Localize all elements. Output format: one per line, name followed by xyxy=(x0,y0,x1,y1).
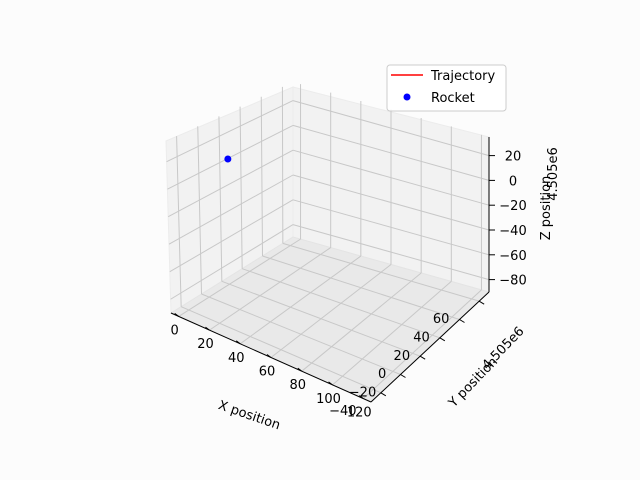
y-grid-floor xyxy=(221,280,421,357)
y-tick-label: 40 xyxy=(413,331,430,346)
z-tick-label: 0 xyxy=(509,174,517,189)
z-grid-back xyxy=(292,149,490,206)
z-tick-label: −40 xyxy=(499,224,526,239)
z-grid-back xyxy=(292,199,490,256)
z-tick-label: 20 xyxy=(505,150,522,165)
rocket-point xyxy=(224,155,232,163)
z-grid-back xyxy=(292,174,490,231)
legend-rocket-swatch xyxy=(403,93,411,101)
y-tick-mark xyxy=(419,355,426,360)
x-grid-floor xyxy=(178,238,301,317)
x-grid-floor xyxy=(301,272,422,372)
data-series xyxy=(224,155,232,163)
x-tick-label: 100 xyxy=(316,392,341,407)
legend: Trajectory Rocket xyxy=(386,64,507,112)
z-grid-back xyxy=(292,100,490,157)
y-grid-left xyxy=(239,106,243,269)
y-grid-left xyxy=(197,126,202,295)
axis-lines xyxy=(170,137,495,403)
y-tick-label: −40 xyxy=(329,404,356,419)
legend-trajectory-label: Trajectory xyxy=(430,69,495,84)
legend-box xyxy=(386,64,507,112)
y-tick-label: 20 xyxy=(394,349,411,364)
x-grid-floor xyxy=(209,247,331,331)
y-tick-mark xyxy=(400,374,406,378)
y-offset-label: 4.505e6 xyxy=(480,324,528,373)
y-grid-floor xyxy=(242,268,440,339)
x-tick-label: 60 xyxy=(259,365,276,380)
x-tick-label: 40 xyxy=(228,351,245,366)
grid-lines xyxy=(166,84,490,399)
y-grid-floor xyxy=(201,293,401,375)
y-grid-floor xyxy=(180,306,382,394)
y-tick-mark xyxy=(478,300,485,305)
y-tick-label: 0 xyxy=(378,367,386,382)
y-tick-label: −20 xyxy=(349,386,376,401)
x-tick-label: 0 xyxy=(171,323,179,338)
x-grid-floor xyxy=(270,264,392,358)
y-tick-mark xyxy=(439,337,446,342)
x-grid-floor xyxy=(239,255,362,345)
x-tick-label: 80 xyxy=(289,378,306,393)
y-grid-floor xyxy=(282,242,480,302)
z-tick-label: −20 xyxy=(499,199,526,214)
x-axis-line xyxy=(170,312,372,403)
y-grid-left xyxy=(218,116,223,282)
y-tick-mark xyxy=(380,392,387,397)
y-grid-left xyxy=(176,136,182,307)
y-grid-left xyxy=(260,96,263,257)
z-grid-left xyxy=(170,224,294,300)
z-grid-left xyxy=(166,100,294,163)
y-tick-mark xyxy=(459,319,465,323)
x-tick-label: 20 xyxy=(197,337,214,352)
y-grid-floor xyxy=(262,255,460,320)
y-axis-line xyxy=(370,291,490,403)
y-tick-label: 60 xyxy=(433,312,450,327)
z-grid-left xyxy=(167,149,294,218)
z-tick-label: −80 xyxy=(499,274,526,289)
legend-rocket-label: Rocket xyxy=(431,91,475,106)
x-tick-label: 120 xyxy=(347,406,372,421)
z-axis-label: Z position xyxy=(539,176,554,241)
x-axis-label: X position xyxy=(216,398,282,433)
z-grid-back xyxy=(292,124,490,181)
z-tick-label: −60 xyxy=(499,249,526,264)
z-offset-label: 4.505e6 xyxy=(546,147,561,201)
x-grid-floor xyxy=(362,289,482,399)
z-grid-left xyxy=(168,174,294,245)
z-grid-back xyxy=(292,224,490,281)
z-grid-left xyxy=(169,199,294,273)
tick-labels: 020406080100120−40−200204060−80−60−40−20… xyxy=(171,150,527,421)
x-grid-floor xyxy=(332,281,452,386)
